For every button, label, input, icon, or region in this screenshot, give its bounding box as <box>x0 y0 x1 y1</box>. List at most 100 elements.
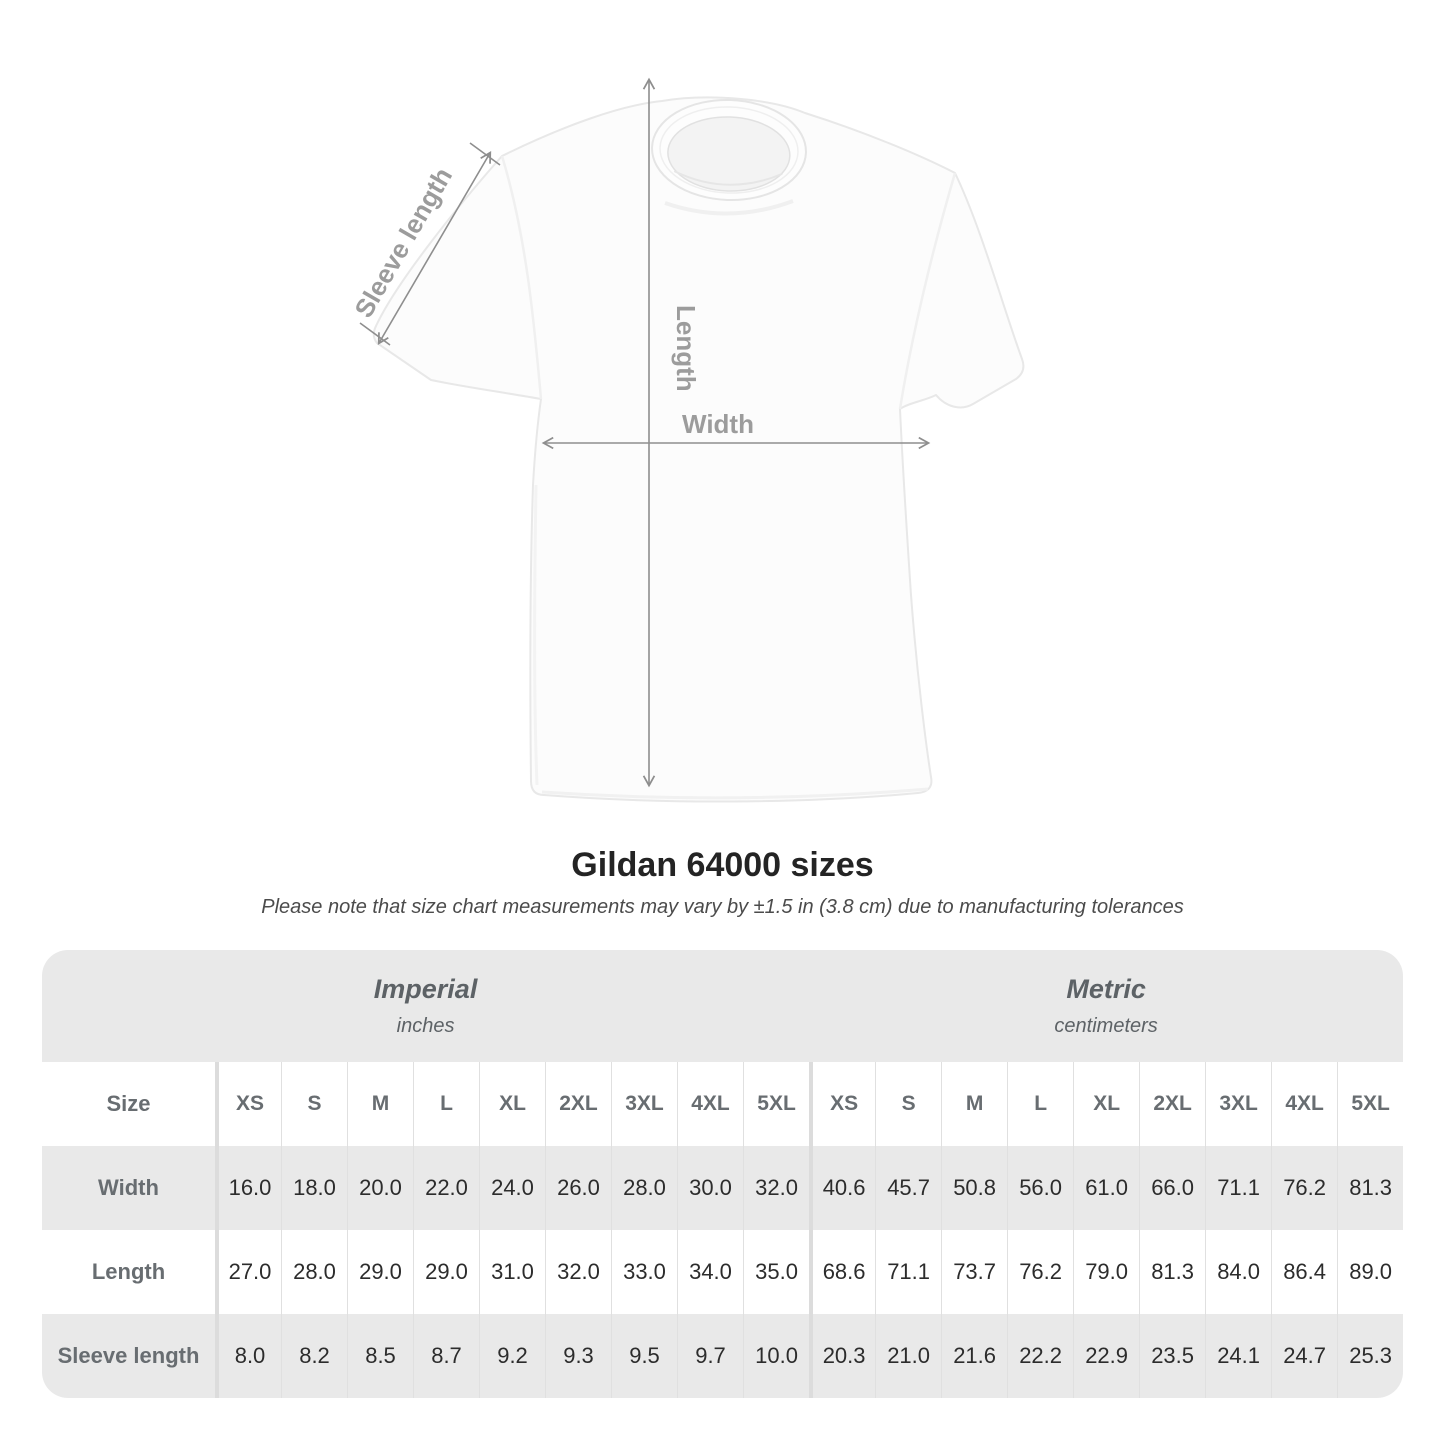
value-cell: 32.0 <box>743 1146 810 1230</box>
column-header: XL <box>1073 1062 1140 1146</box>
value-cell: 66.0 <box>1139 1146 1206 1230</box>
column-header: 2XL <box>1139 1062 1206 1146</box>
value-cell: 8.5 <box>347 1314 413 1398</box>
tshirt-illustration: Width Length Sleeve length <box>348 77 1025 803</box>
imperial-unit: inches <box>396 1015 455 1037</box>
column-header: M <box>941 1062 1008 1146</box>
value-cell: 32.0 <box>545 1230 611 1314</box>
column-header: XS <box>809 1062 876 1146</box>
column-header: 5XL <box>1337 1062 1403 1146</box>
value-cell: 20.3 <box>809 1314 876 1398</box>
width-arrow-label: Width <box>682 409 754 439</box>
value-cell: 30.0 <box>677 1146 743 1230</box>
value-cell: 79.0 <box>1073 1230 1140 1314</box>
value-cell: 21.0 <box>875 1314 942 1398</box>
value-cell: 73.7 <box>941 1230 1008 1314</box>
value-cell: 45.7 <box>875 1146 942 1230</box>
value-cell: 33.0 <box>611 1230 677 1314</box>
value-cell: 23.5 <box>1139 1314 1206 1398</box>
value-cell: 76.2 <box>1271 1146 1338 1230</box>
left-armhole-seam <box>500 155 543 400</box>
column-header: M <box>347 1062 413 1146</box>
value-cell: 61.0 <box>1073 1146 1140 1230</box>
value-cell: 22.0 <box>413 1146 479 1230</box>
value-cell: 35.0 <box>743 1230 810 1314</box>
value-cell: 24.7 <box>1271 1314 1338 1398</box>
value-cell: 27.0 <box>215 1230 281 1314</box>
value-cell: 40.6 <box>809 1146 876 1230</box>
length-arrow-label: Length <box>671 305 701 392</box>
tshirt-measurement-diagram: Width Length Sleeve length <box>330 55 1070 820</box>
value-cell: 28.0 <box>281 1230 347 1314</box>
value-cell: 8.0 <box>215 1314 281 1398</box>
value-cell: 18.0 <box>281 1146 347 1230</box>
value-cell: 9.5 <box>611 1314 677 1398</box>
metric-unit: centimeters <box>1054 1015 1158 1037</box>
hem-shadow <box>541 787 929 800</box>
value-cell: 28.0 <box>611 1146 677 1230</box>
column-header: S <box>875 1062 942 1146</box>
column-header: S <box>281 1062 347 1146</box>
value-cell: 68.6 <box>809 1230 876 1314</box>
table-row-length: Length 27.0 28.0 29.0 29.0 31.0 32.0 33.… <box>42 1230 1403 1314</box>
value-cell: 8.2 <box>281 1314 347 1398</box>
collar <box>651 98 807 202</box>
sleeve-arrow <box>377 150 492 346</box>
side-shadow <box>533 484 539 786</box>
value-cell: 9.7 <box>677 1314 743 1398</box>
right-armhole-seam <box>898 172 957 410</box>
column-header: 4XL <box>1271 1062 1338 1146</box>
value-cell: 24.0 <box>479 1146 545 1230</box>
value-cell: 76.2 <box>1007 1230 1074 1314</box>
value-cell: 24.1 <box>1205 1314 1272 1398</box>
row-label: Width <box>42 1146 215 1230</box>
value-cell: 21.6 <box>941 1314 1008 1398</box>
value-cell: 71.1 <box>1205 1146 1272 1230</box>
value-cell: 89.0 <box>1337 1230 1403 1314</box>
shirt-outline <box>372 96 1025 803</box>
value-cell: 9.3 <box>545 1314 611 1398</box>
value-cell: 84.0 <box>1205 1230 1272 1314</box>
tolerance-note: Please note that size chart measurements… <box>261 896 1184 918</box>
unit-banner-row: Imperial inches Metric centimeters <box>42 950 1403 1062</box>
column-header: 2XL <box>545 1062 611 1146</box>
value-cell: 86.4 <box>1271 1230 1338 1314</box>
size-table: Imperial inches Metric centimeters Size … <box>42 950 1403 1398</box>
value-cell: 81.3 <box>1139 1230 1206 1314</box>
size-chart: Imperial inches Metric centimeters Size … <box>42 950 1403 1398</box>
column-header: 4XL <box>677 1062 743 1146</box>
value-cell: 56.0 <box>1007 1146 1074 1230</box>
imperial-title: Imperial <box>373 974 478 1004</box>
metric-title: Metric <box>1066 974 1146 1004</box>
table-row-width: Width 16.0 18.0 20.0 22.0 24.0 26.0 28.0… <box>42 1146 1403 1230</box>
value-cell: 29.0 <box>413 1230 479 1314</box>
column-header: 3XL <box>1205 1062 1272 1146</box>
value-cell: 50.8 <box>941 1146 1008 1230</box>
value-cell: 22.9 <box>1073 1314 1140 1398</box>
column-header: L <box>1007 1062 1074 1146</box>
row-label: Sleeve length <box>42 1314 215 1398</box>
column-header: XL <box>479 1062 545 1146</box>
column-header: L <box>413 1062 479 1146</box>
column-header: 3XL <box>611 1062 677 1146</box>
sleeve-tick-bottom <box>359 322 391 346</box>
value-cell: 26.0 <box>545 1146 611 1230</box>
sleeve-tick-top <box>469 142 501 166</box>
value-cell: 10.0 <box>743 1314 810 1398</box>
value-cell: 71.1 <box>875 1230 942 1314</box>
value-cell: 9.2 <box>479 1314 545 1398</box>
imperial-section-header: Imperial inches <box>42 950 810 1062</box>
size-header-row: Size XS S M L XL 2XL 3XL 4XL 5XL XS S M … <box>42 1062 1403 1146</box>
value-cell: 31.0 <box>479 1230 545 1314</box>
value-cell: 29.0 <box>347 1230 413 1314</box>
row-label: Length <box>42 1230 215 1314</box>
column-header: 5XL <box>743 1062 810 1146</box>
value-cell: 20.0 <box>347 1146 413 1230</box>
value-cell: 25.3 <box>1337 1314 1403 1398</box>
value-cell: 34.0 <box>677 1230 743 1314</box>
size-corner-header: Size <box>42 1062 215 1146</box>
metric-section-header: Metric centimeters <box>809 950 1403 1062</box>
value-cell: 81.3 <box>1337 1146 1403 1230</box>
value-cell: 8.7 <box>413 1314 479 1398</box>
value-cell: 16.0 <box>215 1146 281 1230</box>
